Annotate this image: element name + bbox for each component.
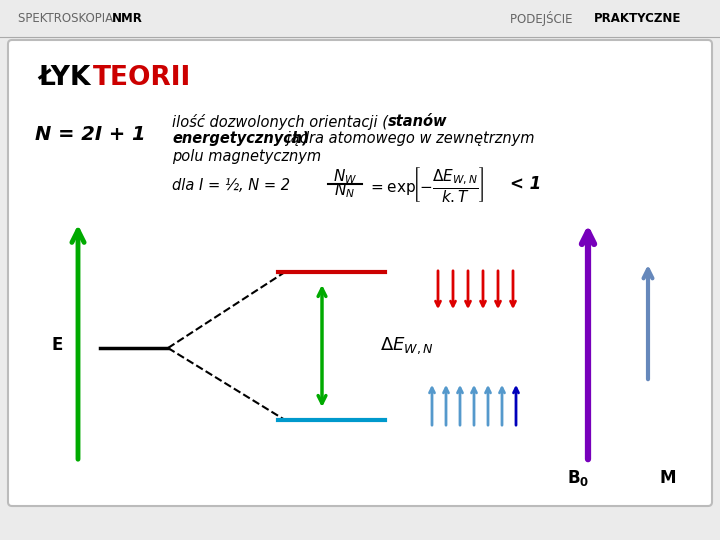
Text: PODEJŚCIE: PODEJŚCIE (510, 11, 576, 26)
Text: polu magnetycznym: polu magnetycznym (172, 148, 321, 164)
Text: SPEKTROSKOPIA: SPEKTROSKOPIA (18, 12, 117, 25)
Text: energetycznych): energetycznych) (172, 132, 309, 146)
Text: $N_N$: $N_N$ (335, 181, 356, 200)
Text: stanów: stanów (388, 114, 448, 130)
Text: TEORII: TEORII (93, 65, 192, 91)
Text: N = 2I + 1: N = 2I + 1 (35, 125, 145, 145)
Text: $\Delta E_{W,N}$: $\Delta E_{W,N}$ (380, 336, 433, 356)
Text: jądra atomowego w zewnętrznym: jądra atomowego w zewnętrznym (282, 132, 534, 146)
Text: M: M (660, 469, 676, 487)
Text: ilość dozwolonych orientacji (: ilość dozwolonych orientacji ( (172, 114, 388, 130)
Text: PRAKTYCZNE: PRAKTYCZNE (594, 12, 681, 25)
Text: < 1: < 1 (510, 175, 541, 193)
FancyBboxPatch shape (8, 40, 712, 506)
Text: NMR: NMR (112, 12, 143, 25)
Text: ŁYK: ŁYK (38, 65, 99, 91)
Text: E: E (51, 336, 63, 354)
Text: $= \mathrm{exp}\!\left[-\dfrac{\Delta E_{W,N}}{k.T}\right]$: $= \mathrm{exp}\!\left[-\dfrac{\Delta E_… (368, 165, 485, 204)
Text: dla I = ½, N = 2: dla I = ½, N = 2 (172, 178, 290, 192)
Text: $N_W$: $N_W$ (333, 167, 357, 186)
Text: $\mathbf{B}_\mathbf{0}$: $\mathbf{B}_\mathbf{0}$ (567, 468, 589, 488)
